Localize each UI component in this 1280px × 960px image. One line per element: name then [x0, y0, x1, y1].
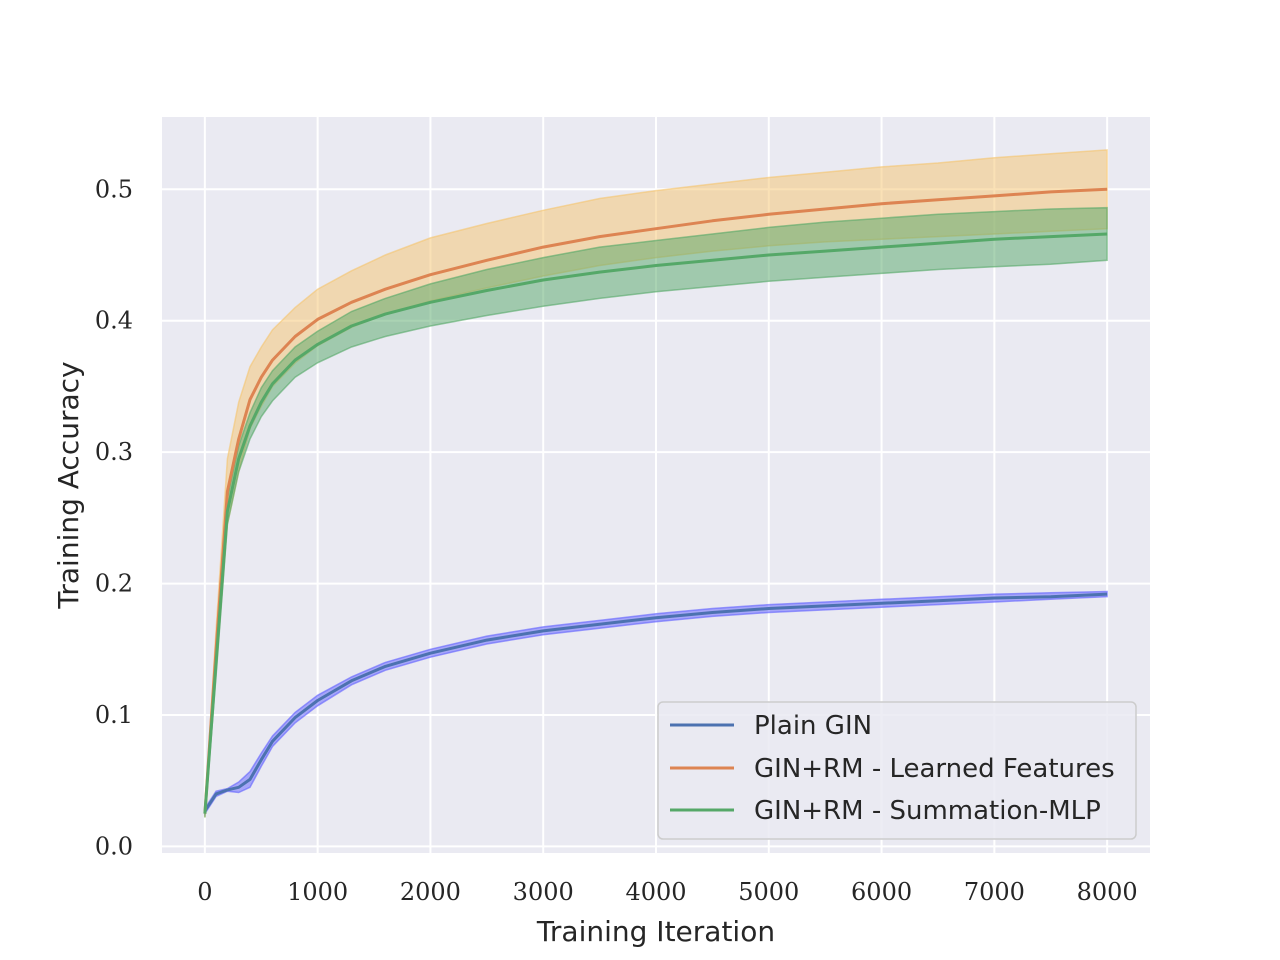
x-tick-label: 8000: [1077, 878, 1138, 906]
x-tick-label: 6000: [851, 878, 912, 906]
x-tick-label: 4000: [625, 878, 686, 906]
band-gin-rm-summation-mlp: [204, 206, 1108, 818]
legend-box: [657, 701, 1137, 840]
legend-label-learned-features: GIN+RM - Learned Features: [754, 754, 1115, 784]
x-tick-label: 7000: [964, 878, 1025, 906]
line-plain-gin: [203, 592, 1108, 812]
y-tick-label: 0.0: [95, 832, 133, 860]
line-gin-rm-summation-mlp: [203, 232, 1108, 814]
legend: Plain GIN GIN+RM - Learned Features GIN+…: [657, 701, 1137, 840]
y-tick-label: 0.2: [95, 570, 133, 598]
y-axis-label: Training Accuracy: [52, 361, 85, 609]
confidence-bands: [204, 149, 1108, 818]
y-tick-label: 0.5: [95, 175, 133, 203]
x-tick-label: 0: [197, 878, 212, 906]
line-gin-rm-learned-features: [203, 187, 1108, 814]
legend-label-summation-mlp: GIN+RM - Summation-MLP: [754, 796, 1101, 826]
legend-label-plain-gin: Plain GIN: [754, 711, 872, 741]
x-tick-label: 2000: [400, 878, 461, 906]
y-tick-label: 0.3: [95, 438, 133, 466]
x-tick-label: 3000: [513, 878, 574, 906]
band-plain-gin: [204, 590, 1108, 817]
y-tick-label: 0.4: [95, 307, 133, 335]
y-tick-label: 0.1: [95, 701, 133, 729]
x-axis-label: Training Iteration: [536, 915, 775, 948]
series-lines: [203, 187, 1108, 814]
x-tick-label: 5000: [738, 878, 799, 906]
y-axis-ticks: 0.0 0.1 0.2 0.3 0.4 0.5: [95, 175, 133, 860]
x-tick-label: 1000: [287, 878, 348, 906]
x-axis-ticks: 0 1000 2000 3000 4000 5000 6000 7000 8000: [197, 878, 1137, 906]
